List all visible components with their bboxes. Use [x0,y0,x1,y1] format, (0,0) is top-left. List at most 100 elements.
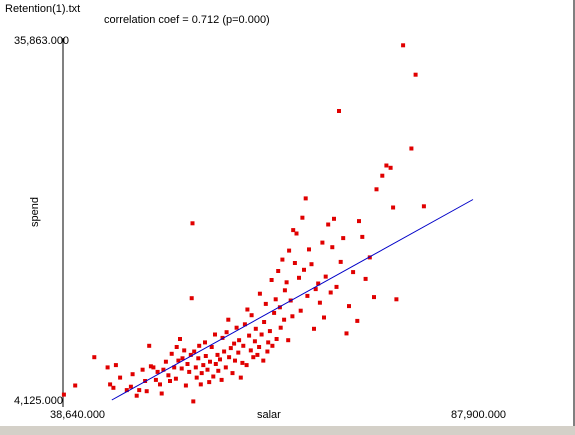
data-point [409,146,414,151]
data-point [219,377,224,382]
data-point [394,297,399,302]
data-point [270,343,275,348]
data-point [326,222,331,227]
data-point [274,337,279,341]
data-point [413,72,418,77]
data-point [213,332,217,337]
data-point [222,349,227,354]
data-point [238,375,243,380]
data-point [294,231,299,236]
data-point [307,247,311,252]
data-point [203,354,208,358]
data-point [207,380,212,385]
data-point [134,393,139,398]
data-point [351,270,356,275]
data-point [357,219,361,224]
data-point [248,348,253,353]
data-point [61,392,66,397]
data-point [244,363,249,368]
data-point [367,255,372,260]
data-point [187,369,192,374]
data-point [252,339,257,344]
data-point [166,373,171,378]
data-point [201,363,206,368]
data-point [384,163,389,168]
data-point [323,274,328,279]
data-point [203,340,207,345]
data-point [227,355,232,360]
data-point [421,204,426,209]
data-point [240,360,245,365]
data-point [172,365,177,370]
data-point [278,325,283,330]
data-point [197,343,202,348]
data-point [205,367,210,372]
data-point [169,351,174,356]
data-point [300,215,305,220]
data-point [267,329,272,334]
data-point [182,348,187,353]
data-point [269,278,274,282]
data-point [189,296,194,301]
data-point [198,382,203,387]
data-point [290,314,295,319]
data-point [179,366,184,371]
data-point [282,317,287,322]
data-point [191,399,196,404]
data-point [245,307,250,312]
data-point [192,349,197,354]
data-point [360,234,365,239]
data-point [155,369,160,374]
window-border [573,0,575,426]
data-point [313,287,318,292]
data-point [380,173,385,178]
data-point [302,267,306,272]
data-point [251,355,256,360]
data-point [266,340,271,345]
data-point [220,335,225,340]
data-point [168,379,172,383]
data-point [261,358,266,363]
data-point [161,367,166,372]
points-layer [61,43,426,404]
data-point [218,357,222,362]
data-point [347,304,351,309]
data-point [257,345,262,349]
data-point [401,43,406,48]
data-point [159,391,164,396]
data-point [338,259,343,264]
data-point [124,388,129,393]
data-point [242,322,247,327]
data-point [253,326,258,331]
data-point [226,317,231,322]
status-strip [0,426,575,435]
data-point [163,359,168,364]
data-point [73,383,78,388]
data-point [287,248,292,253]
data-point [213,362,218,366]
data-point [297,275,301,280]
data-point [194,375,199,380]
data-point [312,326,316,331]
data-point [247,333,252,338]
data-point [255,352,260,357]
data-point [130,372,135,377]
data-point [272,310,277,315]
data-point [286,338,291,343]
data-point [173,376,178,381]
data-point [140,367,145,372]
data-point [92,355,97,360]
data-point [262,320,267,324]
data-point [223,365,228,370]
data-point [180,356,185,361]
data-point [337,109,341,113]
data-point [128,384,133,389]
data-point [317,300,322,305]
data-point [211,374,216,379]
data-point [259,332,264,337]
data-point [208,359,212,364]
data-point [174,345,179,349]
data-point [237,338,242,343]
data-point [282,288,287,293]
